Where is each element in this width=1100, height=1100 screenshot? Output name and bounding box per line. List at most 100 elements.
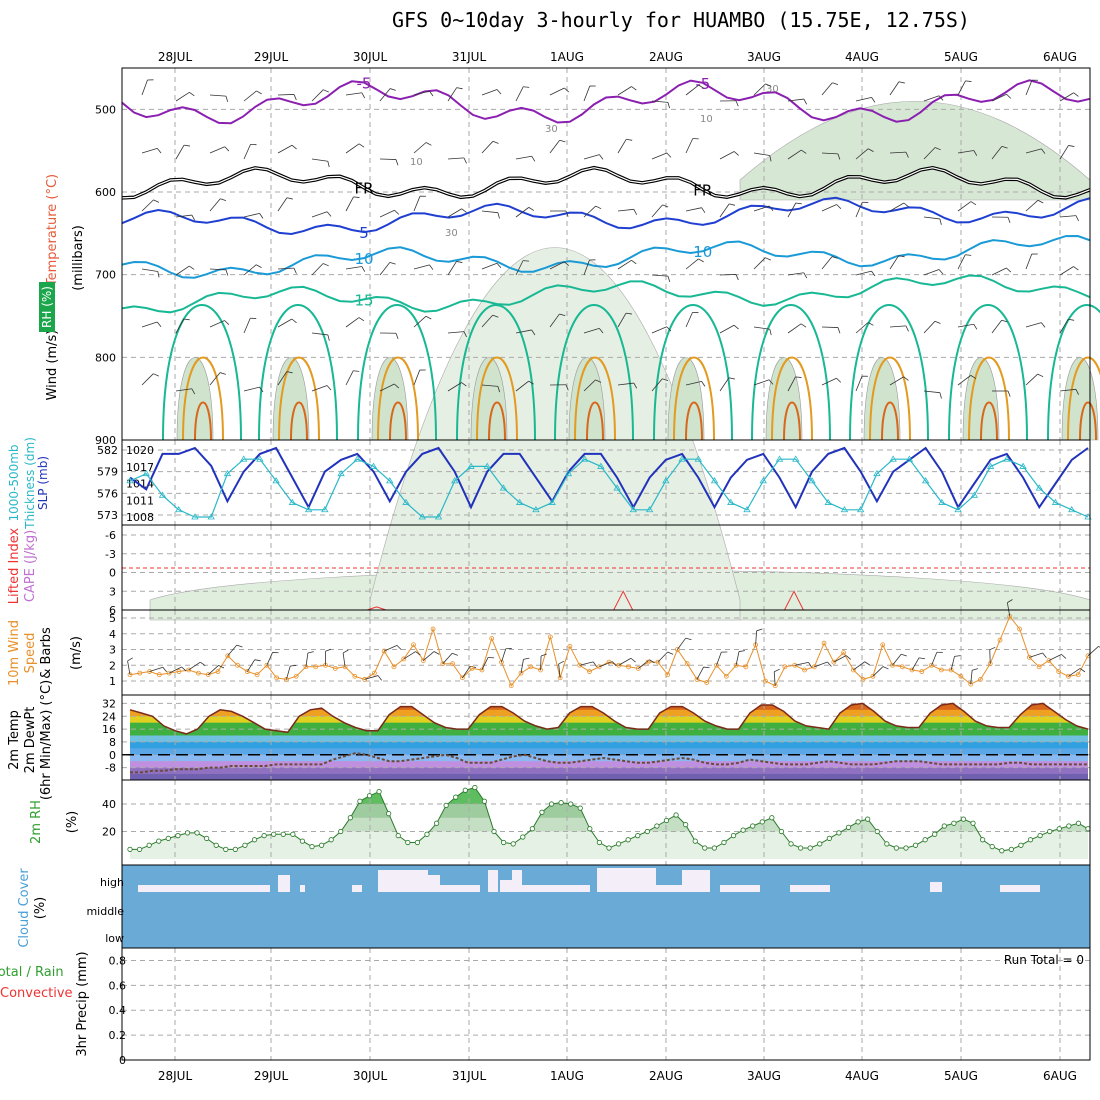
- wind-barb-0-8-flag: [429, 90, 434, 97]
- temp-ylabel-1: 2m Temp: [7, 710, 22, 770]
- wind-barb-0-25: [991, 93, 1007, 102]
- wind10-barb-32-flag: [452, 652, 458, 656]
- rh2m-marker-6: [184, 830, 191, 836]
- thickness-marker-4: [191, 513, 199, 520]
- wind-barb-0-23-flag: [938, 95, 944, 101]
- wind10-barb-56-flag: [685, 637, 692, 641]
- wind10-barb-64-flag: [756, 628, 763, 632]
- wind-barb-4-25: [991, 319, 1002, 334]
- wind-barb-3-9: [447, 261, 457, 276]
- wind-barb-4-5-flag: [327, 334, 330, 341]
- rh2m-marker-36: [472, 784, 478, 791]
- wind10-marker-60: [714, 662, 719, 668]
- rh2m-marker-35: [462, 787, 468, 793]
- thickness-marker-14: [353, 455, 362, 462]
- rh2m-marker-50: [606, 845, 612, 851]
- wind-barb-1-22-flag: [905, 151, 909, 158]
- wind-barb-3-1: [175, 265, 190, 276]
- wind-barb-1-14-flag: [626, 138, 633, 141]
- wind10-barb-74-flag: [864, 661, 870, 666]
- wind10-barb-76: [872, 666, 884, 677]
- wind10-marker-80: [909, 667, 915, 673]
- thickness-marker-5: [207, 513, 215, 520]
- wind-barb-2-14: [617, 208, 634, 212]
- warm-cell-teal-5: [653, 304, 733, 441]
- rh2m-marker-76: [855, 819, 861, 825]
- wind10-marker-9: [215, 669, 221, 674]
- slp-ylabel: SLP (mb): [36, 456, 50, 510]
- wind-barb-4-21-flag: [867, 322, 874, 326]
- li-tick-1: -3: [105, 548, 116, 561]
- thickness-tick-1: 579: [97, 466, 118, 479]
- wind-barb-5-9: [447, 382, 462, 392]
- wind-barb-0-8: [413, 90, 430, 96]
- rh-lowlevel-9: [1061, 357, 1099, 441]
- wind10-barb-10: [227, 644, 238, 657]
- rh2m-marker-52: [625, 837, 631, 843]
- thickness-marker-26: [548, 498, 556, 505]
- wind-barb-1-19: [787, 149, 802, 160]
- cloud-ylabel: Cloud Cover: [17, 868, 32, 948]
- warm-cell-teal-7: [849, 304, 929, 441]
- thickness-marker-55: [1019, 462, 1027, 469]
- wind10-ylabel-3: & Barbs: [39, 627, 54, 679]
- thickness-marker-56: [1035, 484, 1043, 491]
- wind-barb-1-25: [991, 146, 1003, 160]
- wind10-barb-12: [246, 659, 256, 672]
- temp-band-3: [130, 722, 1088, 730]
- wind-barb-0-20: [821, 82, 833, 96]
- wind10-barb-62-flag: [738, 650, 745, 652]
- wind-barb-2-20: [821, 204, 837, 212]
- rh2m-marker-31: [424, 831, 430, 837]
- wind-barb-5-7-flag: [394, 383, 400, 389]
- wind10-barb-48: [599, 661, 613, 668]
- warm-cell-teal-6: [751, 304, 831, 441]
- wind-barb-2-17: [719, 203, 730, 218]
- wind10-marker-36: [479, 667, 485, 673]
- wind-barb-4-12-flag: [559, 313, 566, 316]
- rh2m-marker-77: [865, 816, 871, 822]
- wind10-marker-24: [362, 677, 368, 682]
- warm-cell-orange-6: [771, 356, 813, 441]
- wind10-barb-72: [833, 655, 847, 663]
- wind-barb-1-5-flag: [327, 161, 330, 168]
- wind-barb-2-10: [481, 210, 498, 214]
- thickness-marker-7: [239, 455, 248, 462]
- wind-barb-1-26-flag: [1041, 148, 1046, 154]
- wind10-marker-96: [1066, 673, 1071, 679]
- wind-barb-1-17-flag: [733, 151, 739, 156]
- wind-barb-3-12-flag: [563, 261, 569, 267]
- wind-barb-2-3: [243, 213, 260, 218]
- x-top-label-5: 2AUG: [649, 50, 683, 64]
- wind-barb-0-6-flag: [361, 92, 366, 99]
- wind-barb-2-24-flag: [970, 201, 977, 206]
- temp-band-6: [130, 741, 1088, 749]
- cloud-block-12: [656, 885, 682, 892]
- wind10-barb-14: [266, 652, 273, 666]
- wind-barb-3-25: [991, 267, 1007, 276]
- thickness-marker-48: [905, 455, 914, 462]
- wind-barb-4-20-flag: [837, 327, 841, 334]
- wind-barb-5-18: [753, 379, 770, 386]
- precip-tick-0: 0.8: [109, 954, 127, 967]
- wind10-barb-28: [403, 651, 416, 660]
- wind10-barb-86: [970, 670, 973, 685]
- thickness-marker-20: [451, 477, 459, 484]
- wind-barb-3-3: [243, 264, 257, 276]
- wind10-barb-0: [127, 660, 131, 675]
- wind-barb-5-2-flag: [219, 372, 226, 375]
- wind10-marker-95: [1056, 669, 1062, 674]
- wind-barb-3-17: [719, 274, 737, 276]
- wind-barb-5-4-flag: [286, 371, 293, 374]
- wind10-tick-0: 1: [109, 675, 116, 688]
- rh2m-marker-8: [204, 835, 210, 841]
- thickness-marker-2: [158, 491, 167, 498]
- wind10-barb-26-flag: [396, 645, 402, 650]
- wind-barb-5-6: [345, 370, 354, 386]
- wind-barb-1-24-flag: [973, 150, 978, 156]
- cloud-block-3: [352, 885, 362, 892]
- wind-barb-5-8: [413, 369, 421, 386]
- wind10-marker-31: [430, 626, 436, 632]
- cape-ylabel: CAPE (J/kg): [23, 530, 38, 602]
- wind-barb-5-17: [719, 377, 730, 392]
